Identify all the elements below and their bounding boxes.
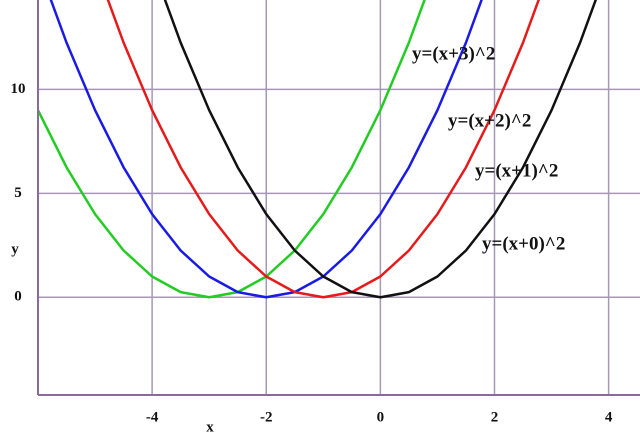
y-axis-label: y (11, 241, 19, 257)
x-tick-label: 0 (377, 409, 385, 425)
plot-area (38, 0, 598, 299)
grid (38, 0, 640, 395)
y-tick-label: 5 (14, 185, 22, 201)
x-tick-label: 2 (491, 409, 499, 425)
x-tick-label: -2 (260, 409, 273, 425)
y-tick-label: 0 (14, 289, 22, 305)
curve-label: y=(x+2)^2 (448, 110, 531, 131)
curve-label: y=(x+3)^2 (412, 43, 495, 64)
x-axis-label: x (206, 419, 214, 435)
curve-label: y=(x+1)^2 (475, 160, 558, 181)
y-tick-label: 10 (11, 81, 26, 97)
curve (106, 0, 540, 299)
curve (38, 0, 426, 299)
x-tick-label: -4 (146, 409, 159, 425)
curve (163, 0, 598, 299)
curve-label: y=(x+0)^2 (482, 233, 565, 254)
x-tick-label: 4 (605, 409, 613, 425)
curve (49, 0, 483, 299)
